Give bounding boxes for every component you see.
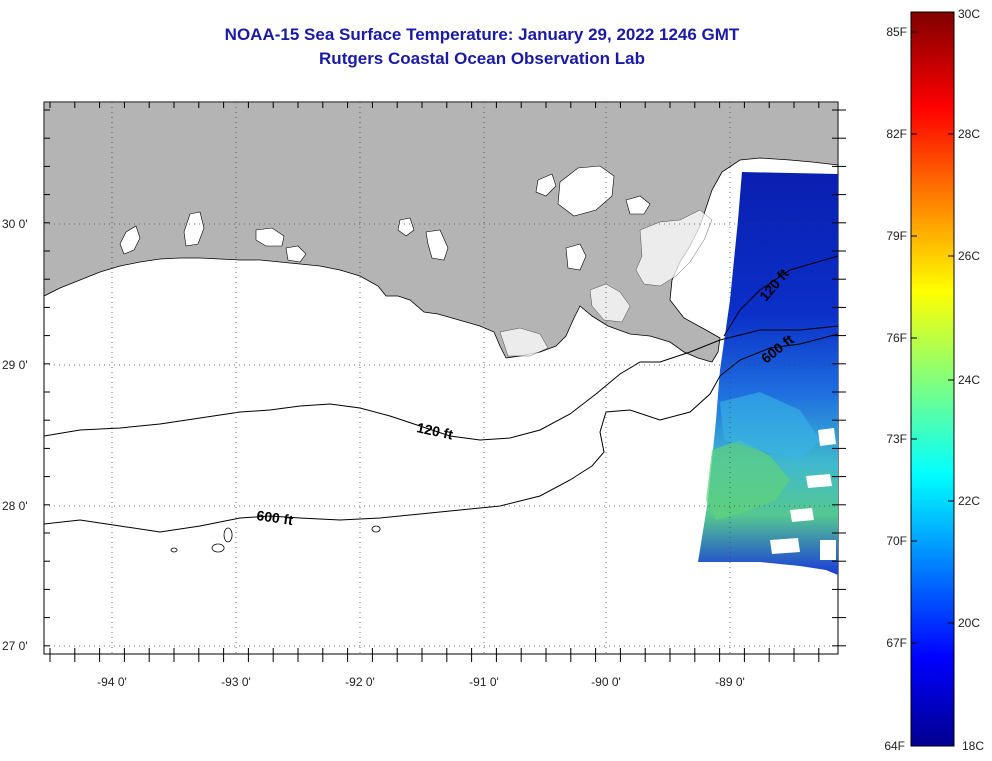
colorbar-ticks <box>911 31 954 644</box>
contour-120ft <box>44 325 838 441</box>
contour-label-120: 120 ft <box>415 419 454 442</box>
sst-swath-cyan-patch <box>720 392 820 460</box>
cloud-gaps <box>770 428 836 560</box>
lon-labels: -94 0' -93 0' -92 0' -91 0' -90 0' -89 0… <box>97 675 745 689</box>
colorbar-f-label: 82F <box>886 127 907 141</box>
delta-marsh-2 <box>589 283 631 323</box>
lon-label: -93 0' <box>221 675 251 689</box>
colorbar-f-labels: 85F 82F 79F 76F 73F 70F 67F 64F <box>884 25 907 753</box>
contour-600ft <box>44 333 838 533</box>
colorbar-c-label: 26C <box>958 249 980 263</box>
lon-label: -92 0' <box>345 675 375 689</box>
lake-small-2 <box>397 217 415 237</box>
lake-grand <box>183 211 205 247</box>
lake-small-4 <box>565 243 587 271</box>
colorbar-f-label: 67F <box>886 636 907 650</box>
colorbar-f-label: 73F <box>886 432 907 446</box>
colorbar-c-label: 30C <box>958 7 980 21</box>
colorbar-c-labels: 30C 28C 26C 24C 22C 20C 18C <box>958 7 984 753</box>
colorbar-c-label: 24C <box>958 373 980 387</box>
lon-label: -91 0' <box>469 675 499 689</box>
sst-swath-warm-patch <box>706 440 790 520</box>
colorbar-f-label: 76F <box>886 331 907 345</box>
colorbar-c-label: 20C <box>958 616 980 630</box>
chart-title: NOAA-15 Sea Surface Temperature: January… <box>224 25 740 44</box>
lat-label: 28 0' <box>2 499 28 513</box>
colorbar-f-label: 85F <box>886 25 907 39</box>
colorbar-c-label: 22C <box>958 494 980 508</box>
lake-white <box>255 227 285 247</box>
contour-label-600: 600 ft <box>256 507 295 528</box>
colorbar-c-label: 28C <box>958 127 980 141</box>
lat-label: 29 0' <box>2 358 28 372</box>
delta-marsh-3 <box>499 327 549 357</box>
lat-label: 30 0' <box>2 217 28 231</box>
lat-label: 27 0' <box>2 639 28 653</box>
colorbar-f-label: 64F <box>884 739 905 753</box>
colorbar-f-label: 70F <box>886 534 907 548</box>
lake-calcasieu <box>119 225 141 255</box>
seamount-rings <box>170 525 381 553</box>
chart-subtitle: Rutgers Coastal Ocean Observation Lab <box>319 49 645 68</box>
axis-ticks <box>44 102 846 662</box>
grid-lines <box>44 102 838 654</box>
colorbar-f-label: 79F <box>886 229 907 243</box>
lake-pontchartrain <box>557 165 615 217</box>
lon-label: -89 0' <box>715 675 745 689</box>
lake-small-3 <box>425 229 449 261</box>
lat-labels: 30 0' 29 0' 28 0' 27 0' <box>2 217 28 653</box>
lake-small-1 <box>285 245 307 263</box>
delta-marsh <box>635 209 713 287</box>
colorbar <box>910 11 955 747</box>
lon-label: -90 0' <box>591 675 621 689</box>
colorbar-c-label: 18C <box>962 739 984 753</box>
lon-label: -94 0' <box>97 675 127 689</box>
lake-maurepas <box>535 173 557 197</box>
lake-borgne <box>625 195 651 215</box>
contour-shelf-edge <box>723 255 838 337</box>
